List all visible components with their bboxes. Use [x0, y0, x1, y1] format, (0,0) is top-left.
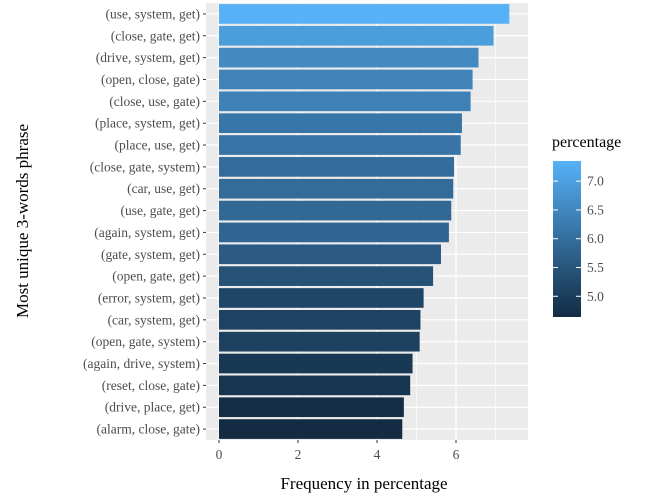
bar [219, 353, 413, 374]
legend-tick-label: 6.0 [587, 231, 604, 246]
y-tick-labels: (use, system, get) (close, gate, get) (dri… [83, 6, 206, 437]
y-tick-label: (open, gate, get) [112, 269, 200, 284]
y-tick-label: (again, drive, system) [83, 356, 200, 371]
y-tick-label: (again, system, get) [94, 225, 200, 240]
bar [219, 397, 404, 418]
y-tick-label: (use, gate, get) [121, 203, 200, 218]
x-tick-label: 6 [453, 447, 460, 462]
bar [219, 266, 434, 286]
bar [219, 47, 479, 68]
bar [219, 113, 462, 134]
bar [219, 157, 455, 177]
legend-tick-label: 5.5 [587, 260, 604, 275]
legend-tick-label: 5.0 [587, 289, 604, 304]
x-axis-title: Frequency in percentage [280, 474, 447, 493]
bar [219, 69, 473, 90]
y-tick-label: (open, gate, system) [91, 334, 200, 349]
bar [219, 135, 461, 155]
y-tick-label: (open, close, gate) [101, 72, 200, 87]
bars [219, 4, 510, 439]
x-tick-labels: 0 2 4 6 [216, 440, 460, 462]
bar [219, 4, 510, 24]
x-tick-label: 0 [216, 447, 223, 462]
y-tick-label: (place, system, get) [95, 116, 200, 131]
bar [219, 288, 424, 308]
y-tick-label: (error, system, get) [98, 290, 200, 305]
bar [219, 222, 449, 243]
bar [219, 419, 403, 439]
bar [219, 200, 452, 221]
y-tick-label: (close, use, gate) [109, 94, 200, 109]
x-tick-label: 4 [374, 447, 381, 462]
y-tick-label: (car, use, get) [127, 181, 200, 196]
plot-panel [206, 3, 528, 440]
bar [219, 331, 420, 352]
y-axis-title: Most unique 3-words phrase [13, 124, 32, 318]
bar [219, 375, 411, 396]
y-tick-label: (use, system, get) [106, 6, 200, 21]
y-tick-label: (reset, close, gate) [102, 378, 200, 393]
bar [219, 309, 421, 330]
legend-title: percentage [552, 134, 621, 151]
y-tick-label: (place, use, get) [115, 138, 200, 153]
y-tick-label: (close, gate, get) [111, 28, 200, 43]
y-tick-label: (gate, system, get) [101, 247, 200, 262]
y-tick-label: (car, system, get) [108, 312, 200, 327]
y-tick-label: (close, gate, system) [90, 159, 200, 174]
y-tick-label: (drive, place, get) [105, 400, 200, 415]
bar [219, 25, 494, 46]
x-tick-label: 2 [295, 447, 302, 462]
y-tick-label: (alarm, close, gate) [97, 422, 200, 437]
bar [219, 91, 471, 112]
y-tick-label: (drive, system, get) [96, 50, 200, 65]
legend-tick-label: 7.0 [587, 174, 604, 189]
bar [219, 244, 441, 265]
legend-tick-label: 6.5 [587, 202, 604, 217]
bar [219, 178, 454, 199]
color-legend: percentage 5.0 5.5 6.0 6.5 7.0 [552, 134, 621, 317]
